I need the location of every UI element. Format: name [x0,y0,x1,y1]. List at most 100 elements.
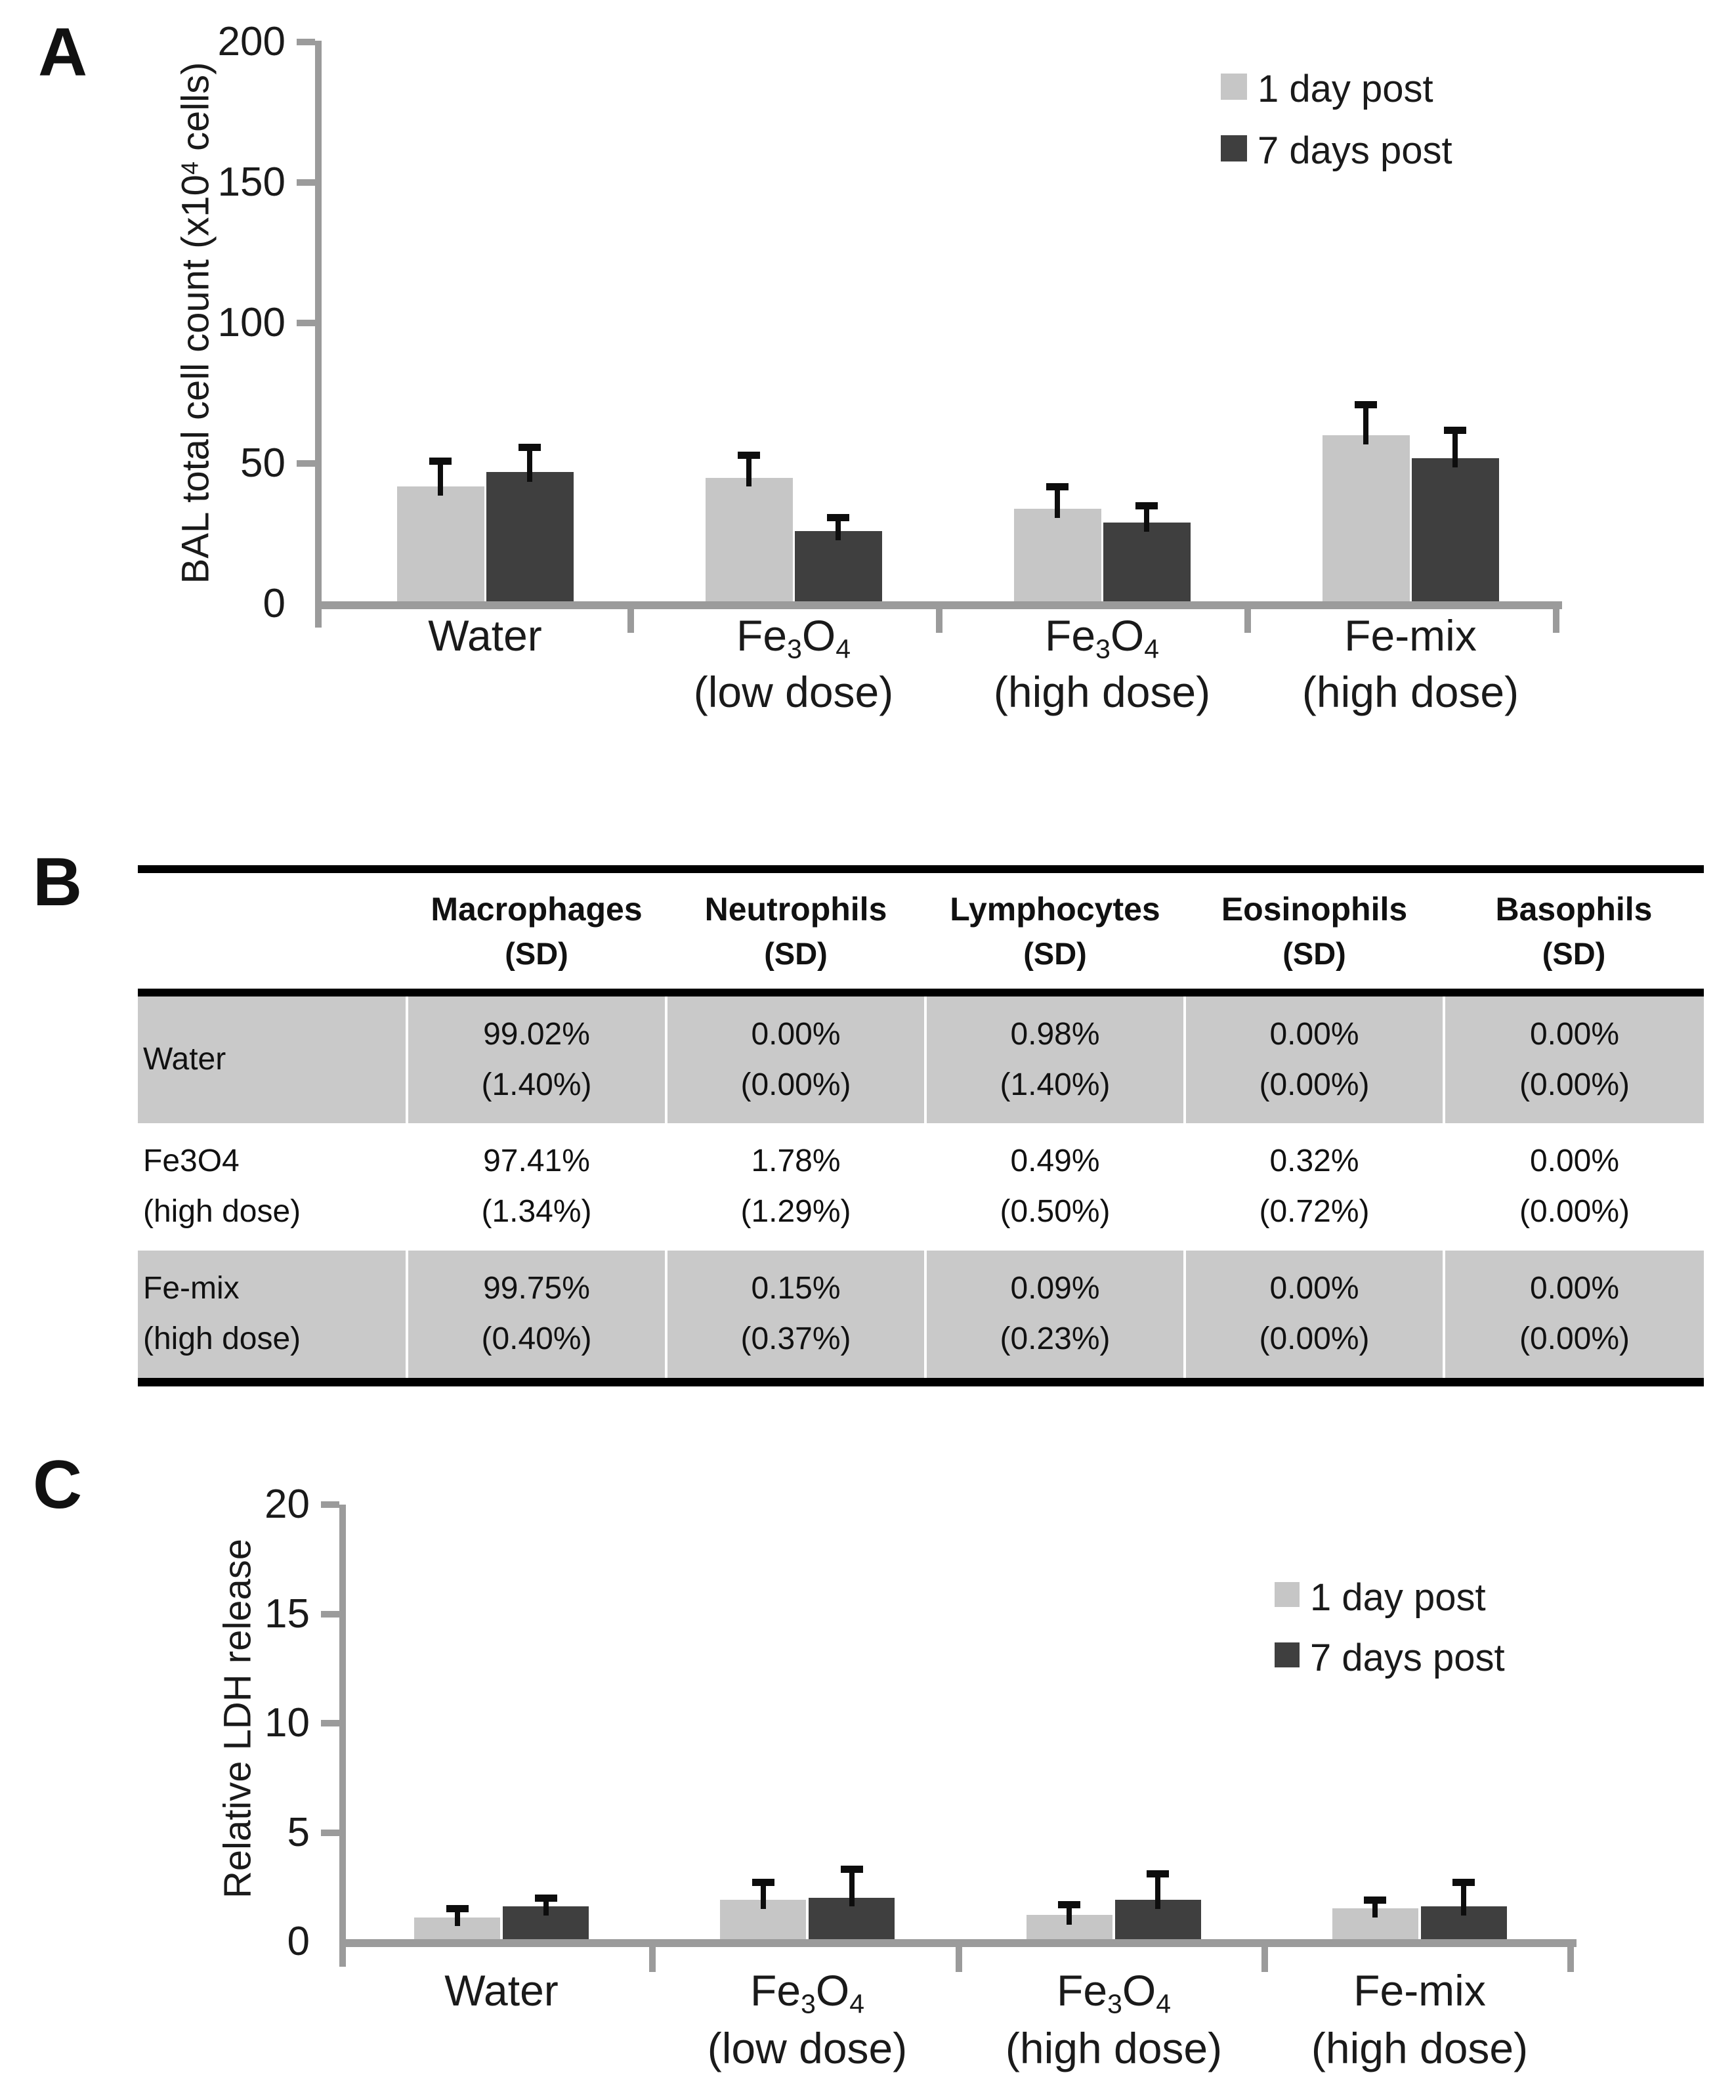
bar [1014,509,1101,601]
y-axis-line [339,1505,346,1967]
error-bar-line [746,455,752,486]
error-bar-cap [535,1895,557,1902]
error-bar-cap [1046,483,1069,490]
table-cell: 0.00% (0.00%) [1185,1250,1445,1382]
table-cell: 99.75% (0.40%) [407,1250,667,1382]
table-cell: 0.09% (0.23%) [925,1250,1186,1382]
y-tick-mark [321,1830,339,1836]
error-bar-line [455,1908,460,1926]
error-bar-line [1155,1874,1160,1909]
table-cell: 0.15% (0.37%) [666,1250,927,1382]
column-header-basophils: Basophils (SD) [1444,869,1704,993]
table-cell: 97.41% (1.34%) [407,1123,667,1251]
error-bar-cap [827,514,849,521]
y-tick-label: 5 [287,1810,310,1855]
error-bar-line [543,1898,549,1916]
category-label-dose: (high dose) [993,668,1211,716]
error-bar-cap [1364,1896,1386,1904]
table-cell: 0.00% (0.00%) [1444,1250,1704,1382]
table-cell: 0.98% (1.40%) [925,992,1186,1124]
x-axis-line [315,601,1562,609]
legend-label: 7 days post [1310,1637,1505,1679]
error-bar-line [761,1882,766,1909]
category-label: Water [444,1966,559,2015]
y-tick-label: 10 [265,1700,310,1746]
error-bar-cap [1452,1879,1475,1886]
column-header-eosinophils: Eosinophils (SD) [1185,869,1444,993]
table-row-fe3o4: Fe3O4 (high dose) 97.41% (1.34%) 1.78% (1.29%… [138,1123,1704,1251]
legend-swatch [1221,74,1247,100]
y-tick-mark [321,1720,339,1726]
y-axis-title: Relative LDH release [216,1538,259,1899]
bar [1412,458,1499,601]
column-header-lymphocytes: Lymphocytes (SD) [925,869,1185,993]
error-bar-cap [1355,401,1377,408]
bar [486,472,574,601]
x-category-tick [1261,1947,1268,1972]
x-category-tick [1567,1947,1574,1972]
y-tick-mark [297,39,315,45]
column-header-macrophages: Macrophages (SD) [407,869,666,993]
table-cell: 99.02% (1.40%) [407,992,667,1124]
category-label-dose: (high dose) [1005,2024,1223,2072]
bar [397,486,484,601]
y-tick-label: 0 [263,581,286,626]
x-category-tick [1553,609,1559,633]
error-bar-cap [1444,427,1466,434]
y-tick-mark [321,1501,339,1508]
bar [1103,523,1191,601]
x-axis-line [339,1939,1577,1947]
error-bar-line [849,1869,855,1906]
table-cell: 0.00% (0.00%) [1185,992,1445,1124]
row-label: Water [138,992,408,1124]
legend-label: 7 days post [1258,129,1452,172]
x-category-tick [1244,609,1251,633]
error-bar-cap [841,1866,863,1873]
table-row-fe-mix: Fe-mix (high dose) 99.75% (0.40%) 0.15% (0.37… [138,1250,1704,1382]
legend-swatch [1275,1642,1300,1667]
y-tick-label: 20 [265,1482,310,1527]
table-row-water: Water 99.02% (1.40%) 0.00% (0.00%) 0.98% (1.40… [138,992,1704,1124]
column-header-neutrophils: Neutrophils (SD) [666,869,925,993]
category-label-dose: (high dose) [1302,668,1519,716]
category-label: Water [428,611,542,660]
row-label: Fe-mix (high dose) [138,1250,408,1382]
error-bar-cap [429,458,452,465]
category-label-dose: (high dose) [1311,2024,1529,2072]
category-label: Fe3O4 [736,611,851,664]
category-label: Fe-mix [1344,611,1477,660]
error-bar-line [527,447,532,482]
x-category-tick [956,1947,962,1972]
y-tick-label: 150 [217,160,286,205]
panel-a-label: A [38,14,88,91]
legend-swatch [1221,135,1247,161]
error-bar-line [1144,505,1149,532]
y-tick-mark [297,179,315,186]
error-bar-cap [1147,1870,1169,1877]
error-bar-cap [1135,502,1158,509]
bar [795,531,882,601]
y-axis-title: BAL total cell count (x104 cells) [174,62,217,584]
table-bal-differential-counts: Macrophages (SD) Neutrophils (SD) Lymphocyte… [138,865,1704,1386]
error-bar-cap [1058,1901,1080,1908]
category-label-dose: (low dose) [693,668,894,716]
category-label: Fe-mix [1353,1966,1486,2015]
category-label: Fe3O4 [1045,611,1159,664]
error-bar-cap [446,1905,469,1912]
table-corner-cell [138,869,407,993]
bar [1323,435,1410,601]
y-tick-mark [321,1611,339,1618]
y-tick-mark [297,460,315,467]
x-category-tick [649,1947,656,1972]
table-cell: 0.49% (0.50%) [925,1123,1186,1251]
row-label: Fe3O4 (high dose) [138,1123,408,1251]
error-bar-cap [752,1879,774,1886]
y-tick-label: 50 [240,440,286,486]
error-bar-line [438,461,443,496]
legend-label: 1 day post [1258,68,1433,110]
y-tick-mark [297,320,315,326]
bar [706,478,793,601]
table-cell: 1.78% (1.29%) [666,1123,927,1251]
y-tick-label: 100 [217,300,286,345]
